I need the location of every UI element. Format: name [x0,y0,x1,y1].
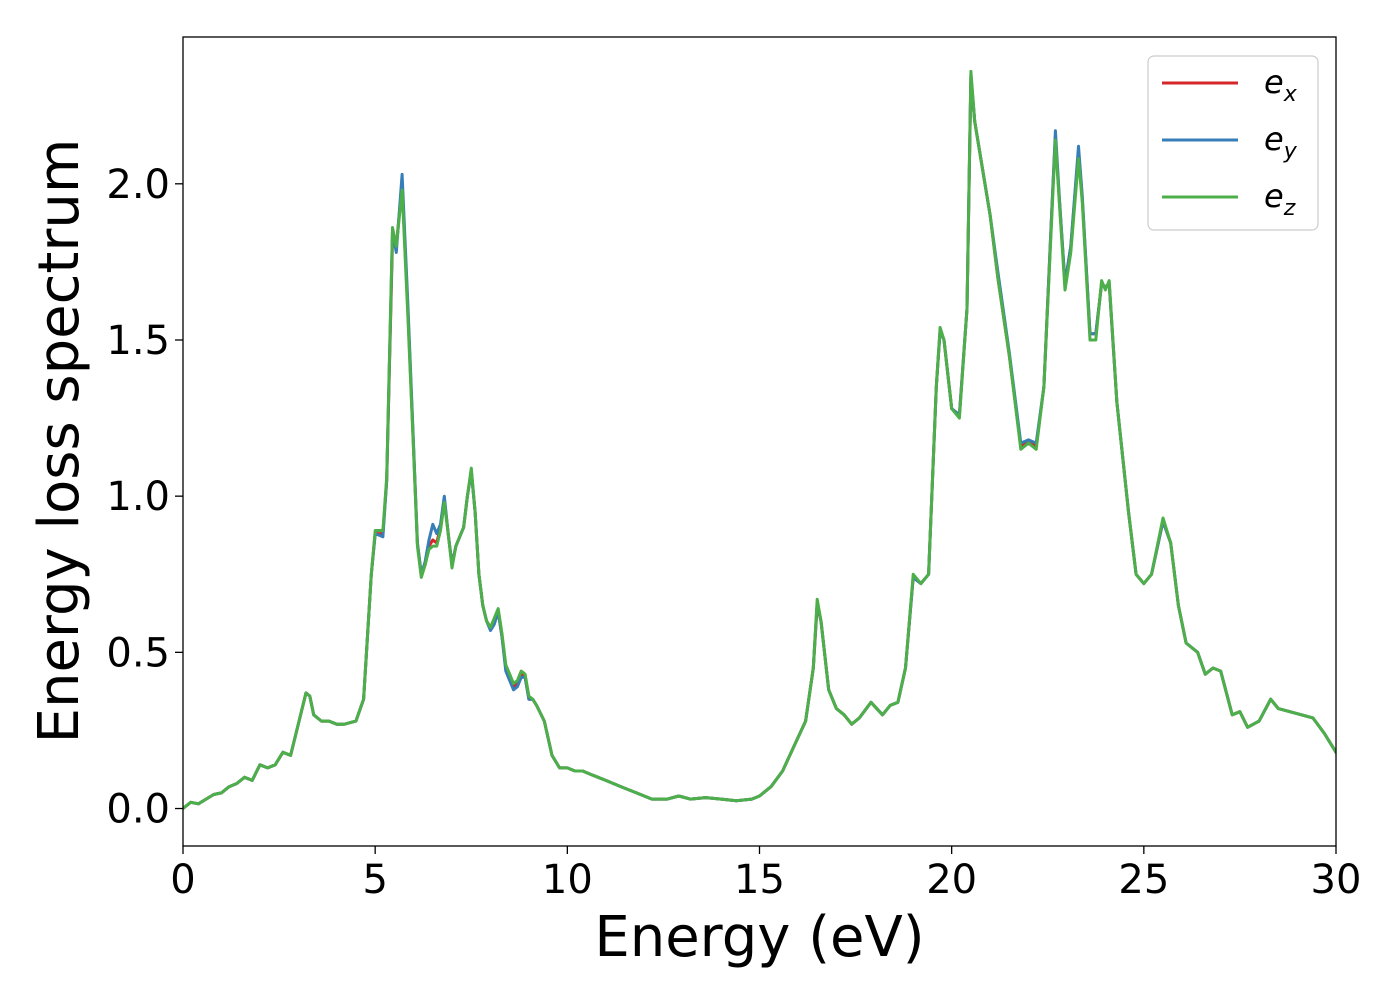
y-tick-label: 0.5 [106,630,170,676]
series-line-e-z [183,69,1336,810]
x-tick-label: 5 [362,857,387,903]
x-axis: 0 5 10 15 20 25 30 [170,846,1361,903]
y-axis-label: Energy loss spectrum [27,139,92,744]
legend-item-e-y: ey [1162,120,1298,164]
legend-item-e-x: ex [1162,63,1298,107]
x-tick-label: 30 [1311,857,1362,903]
legend-label: ez [1264,177,1296,221]
legend-item-e-z: ez [1162,177,1296,221]
x-tick-label: 0 [170,857,195,903]
y-tick-label: 1.5 [106,318,170,364]
legend-label: ey [1264,120,1298,164]
legend-box [1147,55,1319,231]
y-tick-label: 0.0 [106,787,170,833]
series-lines [183,69,1336,810]
x-tick-label: 15 [734,857,785,903]
y-tick-label: 1.0 [106,474,170,520]
x-tick-label: 25 [1118,857,1169,903]
y-tick-label: 2.0 [106,162,170,208]
x-tick-label: 20 [926,857,977,903]
y-axis: 0.0 0.5 1.0 1.5 2.0 [106,162,183,833]
x-axis-label: Energy (eV) [594,905,924,970]
legend: ex ey ez [1147,55,1319,231]
legend-label: ex [1264,63,1298,107]
x-tick-label: 10 [542,857,593,903]
